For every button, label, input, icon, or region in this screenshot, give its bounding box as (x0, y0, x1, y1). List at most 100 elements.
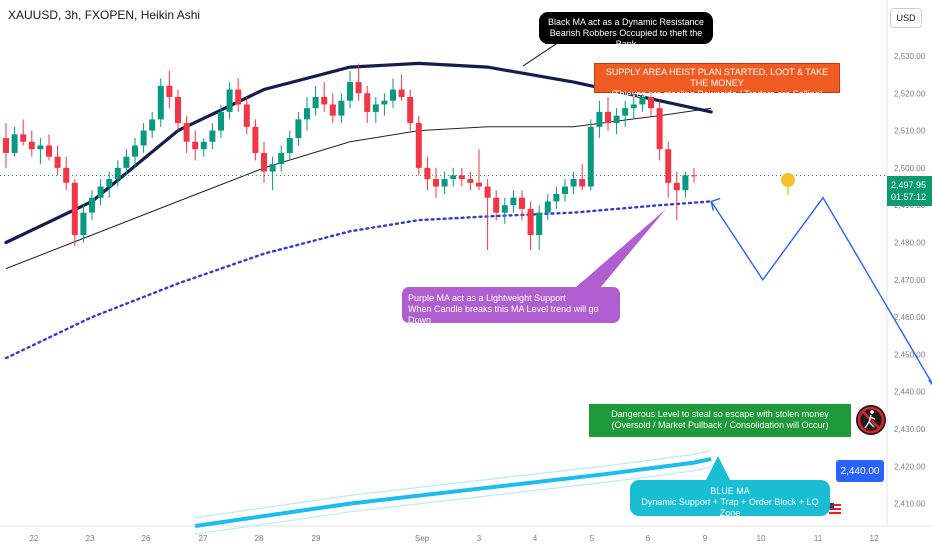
x-tick-label: 29 (312, 534, 321, 543)
candle-body (398, 89, 405, 97)
x-tick-label: 6 (646, 534, 651, 543)
candle-body (20, 134, 27, 142)
candle-body (553, 193, 560, 202)
y-tick-label: 2,510.00 (894, 127, 926, 136)
candle-body (527, 208, 534, 236)
candle-body (54, 156, 61, 168)
runner-head (870, 410, 874, 414)
blue-ma-callout-line-2: Dynamic Support + Trap + Order Block + L… (641, 497, 819, 518)
candle-body (493, 197, 500, 213)
candle-body (295, 119, 302, 139)
candle-body (192, 141, 199, 150)
black-ma-callout-line-2: Bearish Robbers Occupied to theft the Ba… (549, 28, 703, 49)
x-tick-label: 9 (703, 534, 708, 543)
candle-body (579, 179, 586, 187)
candle-body (467, 179, 474, 183)
candle-body (106, 179, 113, 187)
supply-callout-line-2: (Thieves are stealing Downside / Traders… (611, 89, 823, 99)
candle-body (665, 149, 672, 183)
y-tick-label: 2,430.00 (894, 425, 926, 434)
candle-body (269, 164, 276, 172)
y-tick-label: 2,500.00 (894, 164, 926, 173)
flag-canton (829, 503, 834, 508)
blue-ma-band-upper (195, 450, 712, 519)
candle-body (648, 96, 654, 109)
y-tick-label: 2,480.00 (894, 238, 926, 247)
candle-body (114, 167, 121, 180)
purple-ma-callout-line-1: Purple MA act as a Lightweight Support (408, 293, 566, 303)
x-tick-label: 26 (142, 534, 151, 543)
candle-body (235, 89, 242, 105)
candle-body (286, 138, 293, 153)
no-entry-ring (857, 406, 885, 434)
x-tick-label: Sep (415, 534, 430, 543)
projection-arrowhead (928, 379, 932, 386)
pin-marker-icon (781, 173, 795, 187)
black-ma-callout-line-1: Black MA act as a Dynamic Resistance (547, 17, 705, 27)
candle-body (587, 126, 594, 187)
purple-callout-pointer (575, 209, 666, 288)
symbol-title: XAUUSD, 3h, FXOPEN, Heikin Ashi (8, 8, 201, 22)
candle-body (243, 104, 250, 127)
candle-body (596, 111, 603, 127)
candle-body (407, 96, 414, 124)
candle-body (278, 152, 285, 165)
y-tick-label: 2,470.00 (894, 276, 926, 285)
candle-body (656, 108, 663, 150)
candle-body (476, 182, 482, 187)
candle-body (157, 85, 164, 120)
black-ma-callout: Black MA act as a Dynamic Resistance Bea… (539, 12, 713, 49)
candle-body (218, 111, 224, 131)
candle-body (544, 201, 551, 213)
candle-body (433, 179, 439, 187)
candle-body (570, 179, 577, 187)
candle-body (321, 96, 328, 105)
y-tick-label: 2,410.00 (894, 500, 926, 509)
blue-ma-band-lower (195, 466, 712, 535)
candle-body (252, 126, 259, 153)
blue-callout-pointer (706, 456, 730, 480)
candle-body (347, 82, 353, 101)
purple-ma-callout-line-2: When Candle breaks this MA Level trend w… (408, 304, 599, 325)
currency-button[interactable]: USD (890, 8, 922, 28)
candle-body (372, 104, 379, 112)
candle-body (622, 108, 629, 116)
candle-body (329, 104, 336, 116)
candle-body (364, 93, 371, 112)
black-callout-pointer (522, 43, 557, 67)
candle-body (63, 167, 70, 183)
candle-body (304, 108, 310, 120)
candle-body (682, 175, 689, 191)
purple-ma-line (4, 200, 713, 360)
projection-start-arrowhead (710, 197, 721, 211)
candle-body (691, 175, 697, 177)
candle-body (97, 186, 104, 198)
x-tick-label: 12 (870, 534, 879, 543)
last-price-label: 2,497.95 01:57:12 (887, 176, 932, 206)
candle-body (183, 123, 190, 142)
x-tick-label: 3 (477, 534, 482, 543)
y-tick-label: 2,420.00 (894, 462, 926, 471)
y-tick-label: 2,460.00 (894, 313, 926, 322)
danger-callout-line-1: Dangerous Level to steal so escape with … (611, 409, 829, 419)
candle-body (226, 89, 233, 112)
candle-body (450, 175, 457, 180)
candle-body (381, 100, 388, 105)
no-entry-slash (861, 410, 881, 430)
last-price-value: 2,497.95 (891, 180, 927, 190)
candle-body (510, 197, 517, 206)
candle-body (175, 96, 181, 124)
danger-callout-line-2: (Oversold / Market Pullback / Consolidat… (611, 420, 829, 430)
candle-body (355, 82, 362, 94)
candle-body (441, 179, 448, 187)
candle-body (261, 152, 267, 172)
candle-body (140, 130, 147, 146)
supply-callout: SUPPLY AREA HEIST PLAN STARTED, LOOT & T… (594, 63, 840, 99)
blue-ma-callout-line-1: BLUE MA (710, 486, 750, 496)
candle-body (338, 100, 345, 116)
candle-body (71, 182, 78, 236)
supply-callout-line-1: SUPPLY AREA HEIST PLAN STARTED, LOOT & T… (605, 67, 829, 88)
candle-body (11, 134, 18, 153)
candle-body (630, 104, 637, 109)
